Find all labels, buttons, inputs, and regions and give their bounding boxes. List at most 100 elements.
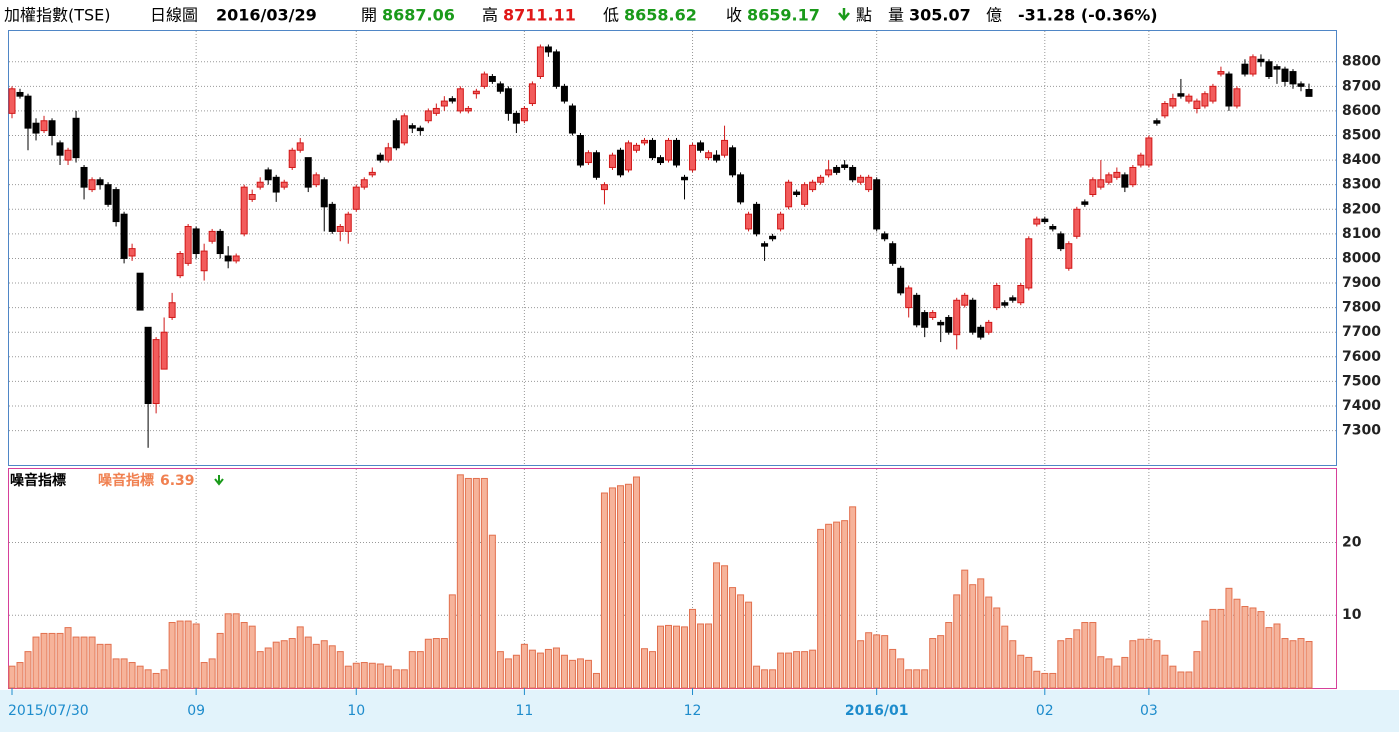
candle-body bbox=[440, 100, 448, 107]
candle-body bbox=[320, 179, 328, 208]
candle-body bbox=[1265, 61, 1273, 77]
candle-body bbox=[48, 120, 56, 137]
candle-body bbox=[953, 299, 961, 336]
noise-bar bbox=[328, 645, 336, 689]
candle-body bbox=[560, 85, 568, 102]
candle-body bbox=[200, 250, 208, 272]
noise-bar bbox=[224, 613, 232, 689]
candle-body bbox=[336, 225, 344, 232]
candle-body bbox=[1209, 85, 1217, 102]
y-tick-label: 7500 bbox=[1342, 373, 1381, 389]
candle-body bbox=[608, 154, 616, 168]
noise-bar bbox=[841, 520, 849, 689]
candle-body bbox=[1185, 95, 1193, 102]
candle-body bbox=[288, 149, 296, 168]
high-label: 高 bbox=[482, 6, 498, 25]
candle-body bbox=[745, 213, 753, 230]
candle-body bbox=[721, 139, 729, 156]
candle-body bbox=[937, 321, 945, 326]
candle-body bbox=[208, 230, 216, 242]
candle-body bbox=[160, 331, 168, 370]
candle-body bbox=[985, 321, 993, 333]
candle-body bbox=[184, 225, 192, 264]
candle-body bbox=[176, 253, 184, 277]
noise-bar bbox=[152, 672, 160, 689]
candle-body bbox=[1233, 88, 1241, 107]
noise-bar bbox=[384, 665, 392, 689]
candle-body bbox=[1105, 174, 1113, 183]
noise-bar bbox=[873, 634, 881, 689]
x-tick-label: 10 bbox=[347, 703, 365, 719]
noise-bar bbox=[961, 569, 969, 689]
noise-bar bbox=[721, 565, 729, 689]
y-tick-label: 8400 bbox=[1342, 152, 1381, 168]
candle-body bbox=[80, 166, 88, 188]
x-axis-band bbox=[0, 690, 1399, 732]
noise-bar bbox=[584, 659, 592, 689]
candle-body bbox=[713, 154, 721, 161]
noise-bar bbox=[352, 662, 360, 689]
candle-body bbox=[584, 152, 592, 164]
noise-bar bbox=[673, 625, 681, 689]
noise-bar bbox=[272, 641, 280, 689]
noise-bar bbox=[1113, 665, 1121, 689]
noise-bar bbox=[1137, 638, 1145, 689]
candle-body bbox=[360, 179, 368, 188]
noise-bar bbox=[689, 608, 697, 689]
candle-body bbox=[729, 147, 737, 176]
volume-unit: 億 bbox=[986, 6, 1002, 25]
candle-body bbox=[216, 230, 224, 255]
noise-bar bbox=[576, 658, 584, 689]
noise-bar bbox=[713, 562, 721, 689]
period: 日線圖 bbox=[150, 6, 198, 25]
noise-bar bbox=[200, 662, 208, 689]
noise-bar bbox=[232, 613, 240, 689]
candle-body bbox=[544, 46, 552, 53]
candle-body bbox=[384, 147, 392, 161]
candle-body bbox=[536, 46, 544, 77]
noise-bar bbox=[929, 638, 937, 689]
candle-body bbox=[969, 299, 977, 333]
noise-bar bbox=[849, 506, 857, 689]
noise-bar bbox=[937, 635, 945, 689]
noise-bar bbox=[40, 632, 48, 689]
candle-body bbox=[1161, 103, 1169, 117]
candle-body bbox=[528, 83, 536, 105]
candle-body bbox=[576, 135, 584, 166]
noise-bar bbox=[1009, 640, 1017, 689]
candle-body bbox=[809, 181, 817, 191]
candle-body bbox=[1281, 68, 1289, 82]
candle-body bbox=[1081, 201, 1089, 205]
noise-bar bbox=[769, 669, 777, 689]
candle-body bbox=[1065, 243, 1073, 269]
x-tick-label: 2016/01 bbox=[845, 703, 909, 719]
x-tick-label: 09 bbox=[187, 703, 205, 719]
noise-bar bbox=[136, 665, 144, 689]
candle-body bbox=[673, 139, 681, 166]
noise-bar bbox=[905, 669, 913, 689]
y-tick-label: 8600 bbox=[1342, 103, 1381, 119]
noise-bar bbox=[1209, 608, 1217, 689]
candle-body bbox=[616, 149, 624, 176]
noise-bar bbox=[120, 658, 128, 689]
noise-bar bbox=[1217, 608, 1225, 689]
noise-bar bbox=[809, 649, 817, 689]
noise-bar bbox=[1241, 606, 1249, 689]
noise-bar bbox=[761, 669, 769, 689]
noise-bar bbox=[312, 643, 320, 689]
noise-bar bbox=[8, 665, 16, 689]
candle-body bbox=[192, 228, 200, 255]
candle-body bbox=[1137, 154, 1145, 166]
noise-bar bbox=[536, 652, 544, 689]
candle-body bbox=[889, 243, 897, 264]
y-tick-label: 8100 bbox=[1342, 226, 1381, 242]
candle-body bbox=[304, 157, 312, 188]
candle-body bbox=[256, 181, 264, 188]
noise-bar bbox=[993, 607, 1001, 689]
y-tick-label: 20 bbox=[1342, 534, 1362, 550]
noise-bar bbox=[681, 626, 689, 689]
candle-body bbox=[753, 203, 761, 235]
noise-bar bbox=[1257, 611, 1265, 689]
noise-bar bbox=[1049, 672, 1057, 689]
